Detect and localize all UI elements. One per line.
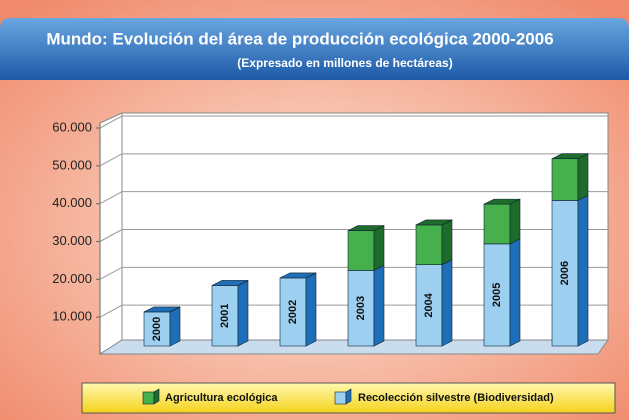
bar [279,277,307,347]
legend-swatch [334,391,347,405]
bar-label: 2002 [287,300,299,324]
bar-label: 2000 [151,317,163,341]
bar-side [441,259,453,347]
bar-label: 2004 [423,292,435,317]
bar-label: 2006 [559,261,571,285]
legend-label: Agricultura ecológica [165,392,278,404]
bar-side [509,198,521,245]
y-tick-label: 20.000 [52,271,92,286]
grid-line [99,153,608,167]
bar [415,264,443,347]
bar [347,270,375,347]
bar [143,311,171,347]
legend-swatch-side [345,388,352,405]
bar [347,230,375,271]
bar-label: 2005 [491,283,503,307]
bar-label: 2001 [219,303,231,327]
bar-side [305,272,317,347]
bar-side [237,280,249,286]
bar-side [237,279,249,347]
bar-side [373,225,385,271]
legend-swatch-side [153,388,160,405]
bar [551,200,579,347]
chart-title: Mundo: Evolución del área de producción … [46,29,553,48]
bar-side [509,238,521,347]
y-tick-label: 40.000 [52,195,92,210]
chart-subtitle: (Expresado en millones de hectáreas) [237,56,452,70]
bar [415,224,443,265]
bar-top [551,153,589,160]
grid-line [99,115,608,129]
y-tick-label: 10.000 [52,309,92,324]
bar-side [373,264,385,347]
y-tick-label: 50.000 [52,157,92,172]
bar-side [577,194,589,347]
bar-top [483,198,521,205]
legend-swatch [142,391,155,405]
y-tick-label: 30.000 [52,233,92,248]
legend-label: Recolección silvestre (Biodiversidad) [358,392,554,404]
bar-side [169,306,181,347]
y-tick-label: 60.000 [52,119,92,134]
bar-label: 2003 [355,296,367,320]
bar-top [347,225,385,231]
bar [483,203,511,245]
bar-side [441,219,453,266]
bar-side [305,272,317,279]
bar [211,285,239,347]
header [0,18,629,80]
grid-line [99,191,608,205]
bar-side [169,306,181,313]
bar [551,158,579,201]
bar-top [415,219,453,226]
side-wall [99,112,123,355]
bar-side [577,153,589,201]
